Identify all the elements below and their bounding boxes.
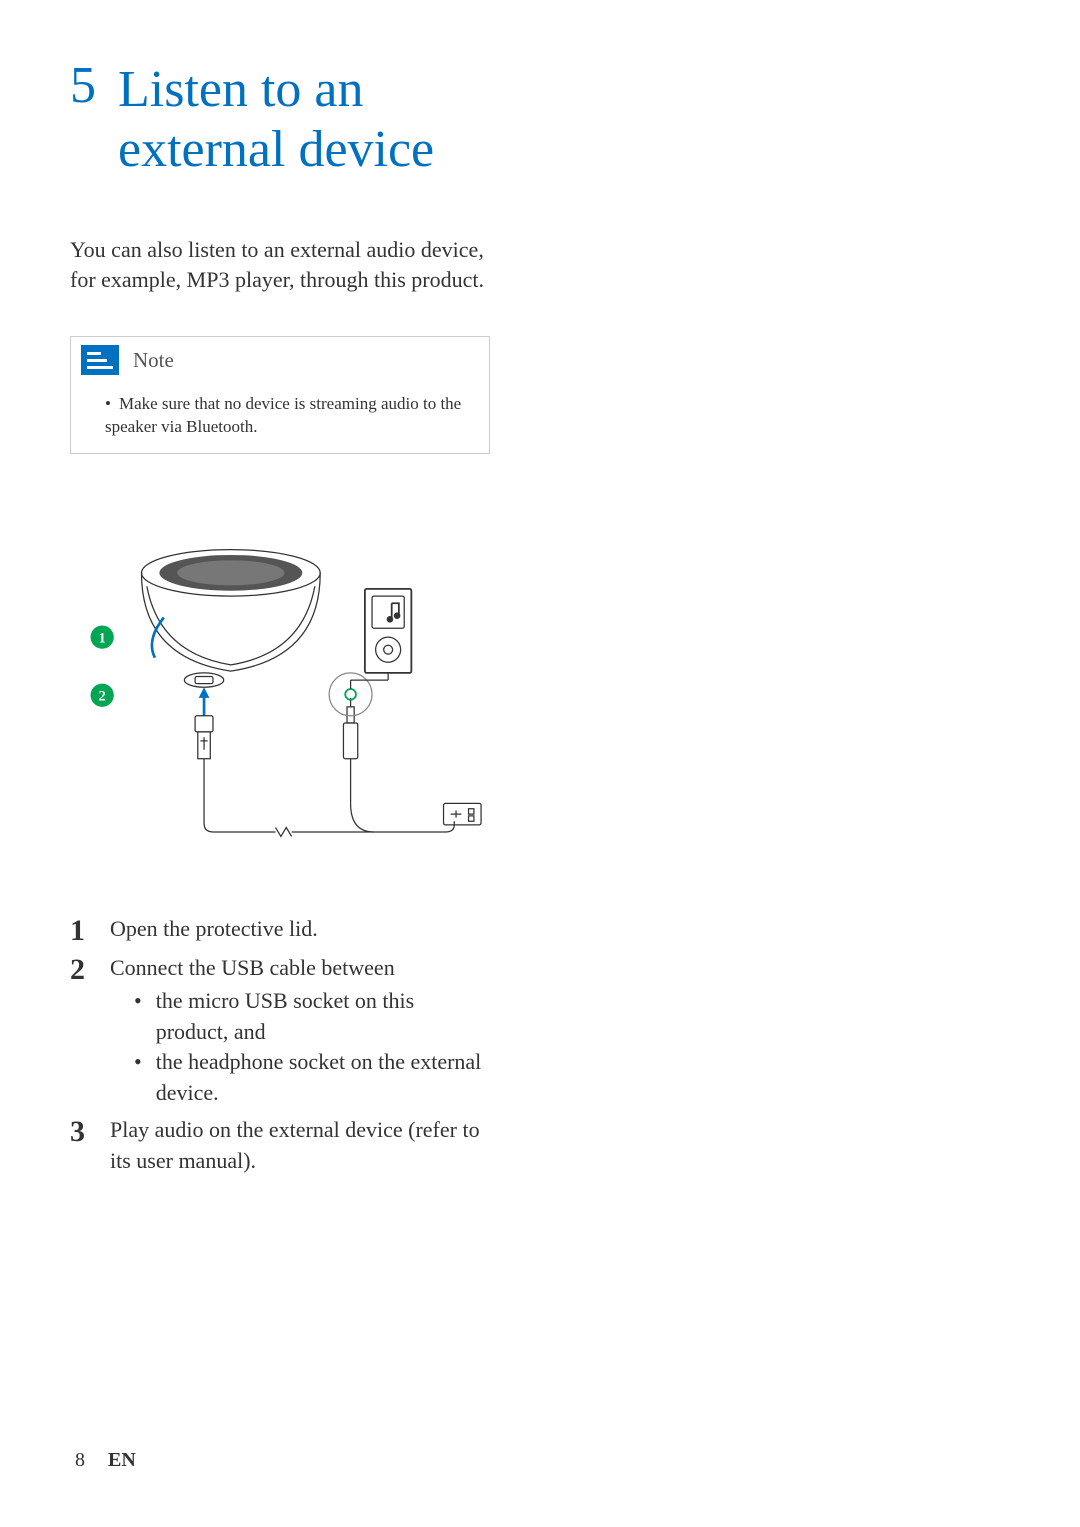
note-icon [81,345,119,375]
callout-1: 1 [99,631,106,647]
step-number: 2 [70,953,92,1109]
step-3: 3 Play audio on the external device (ref… [70,1115,490,1177]
language-code: EN [108,1449,136,1471]
step-text: Open the protective lid. [110,914,490,947]
page-number: 8 [75,1449,85,1471]
connection-diagram: 1 2 [70,499,490,879]
step-2: 2 Connect the USB cable between the micr… [70,953,490,1109]
intro-paragraph: You can also listen to an external audio… [70,235,490,297]
note-body: Make sure that no device is streaming au… [71,383,489,453]
step-number: 1 [70,914,92,947]
note-header: Note [71,337,489,383]
chapter-number: 5 [70,60,96,112]
callout-2: 2 [99,689,106,705]
step-text: Connect the USB cable between the micro … [110,953,490,1109]
note-label: Note [133,348,174,373]
note-item: Make sure that no device is streaming au… [105,393,475,439]
step-text: Play audio on the external device (refer… [110,1115,490,1177]
step-number: 3 [70,1115,92,1177]
note-box: Note Make sure that no device is streami… [70,336,490,454]
substep: the micro USB socket on this product, an… [134,986,490,1048]
step-1: 1 Open the protective lid. [70,914,490,947]
substep: the headphone socket on the external dev… [134,1047,490,1109]
manual-page: 5 Listen to an external device You can a… [0,0,560,1233]
steps-list: 1 Open the protective lid. 2 Connect the… [70,914,490,1177]
page-footer: 8 EN [75,1449,136,1472]
chapter-heading: 5 Listen to an external device [70,60,490,180]
chapter-title: Listen to an external device [118,60,490,180]
